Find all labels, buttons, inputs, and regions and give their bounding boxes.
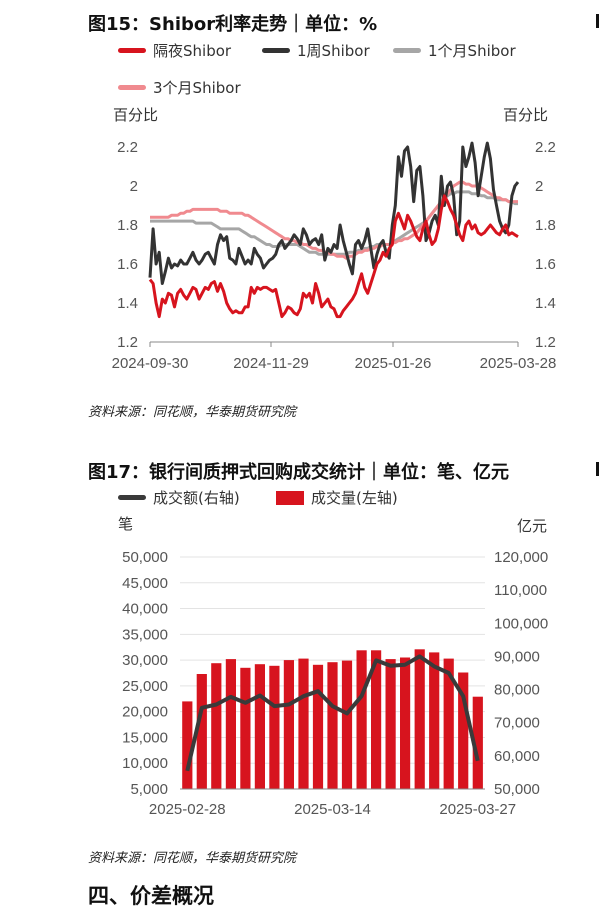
- volume-bar: [196, 674, 207, 789]
- chart2-source: 资料来源：同花顺，华泰期货研究院: [88, 851, 297, 866]
- legend-swatch: [118, 48, 146, 53]
- y-tick-label-right: 50,000: [494, 781, 540, 798]
- y-tick-label-left: 50,000: [122, 549, 168, 566]
- legend-label: 成交量(左轴): [311, 489, 398, 507]
- volume-bar: [429, 652, 440, 789]
- y-tick-label-right: 70,000: [494, 715, 540, 732]
- x-tick-label: 2025-01-26: [355, 355, 432, 372]
- volume-bar: [240, 667, 251, 789]
- y-tick-label-left: 10,000: [122, 755, 168, 772]
- x-tick-label: 2025-03-27: [439, 801, 516, 818]
- volume-bar: [414, 649, 425, 789]
- legend-item-1w: 1周Shibor: [262, 40, 370, 61]
- section-heading: 四、价差概况: [88, 884, 214, 908]
- volume-bar: [371, 650, 382, 789]
- legend-item-volume: 成交量(左轴): [276, 487, 398, 508]
- y-tick-label-right: 1.4: [535, 295, 556, 312]
- y-tick-label-right: 2: [535, 178, 543, 195]
- y-tick-label-right: 90,000: [494, 648, 540, 665]
- volume-bar: [298, 658, 309, 789]
- legend-label: 1周Shibor: [297, 42, 370, 60]
- series-line-3: [150, 180, 518, 260]
- volume-bar: [225, 659, 236, 789]
- y-tick-label-left: 45,000: [122, 575, 168, 592]
- y-tick-label-left: 2.2: [117, 139, 138, 156]
- legend-swatch: [118, 495, 146, 500]
- legend-label: 成交额(右轴): [153, 489, 240, 507]
- volume-bar: [182, 701, 193, 789]
- y-tick-label-left: 30,000: [122, 652, 168, 669]
- volume-bar: [458, 672, 469, 789]
- right-axis-unit: 百分比: [503, 106, 548, 124]
- volume-bar: [254, 664, 265, 789]
- legend-item-overnight: 隔夜Shibor: [118, 40, 231, 61]
- turnover-line: [185, 654, 480, 772]
- left-axis-unit: 笔: [118, 515, 133, 533]
- legend-swatch: [118, 85, 146, 90]
- left-axis-unit: 百分比: [113, 106, 158, 124]
- volume-bar: [356, 650, 367, 789]
- legend-swatch: [276, 490, 304, 505]
- volume-bar: [400, 657, 411, 789]
- y-tick-label-right: 1.2: [535, 334, 556, 351]
- x-tick-label: 2024-11-29: [233, 355, 309, 372]
- y-tick-label-left: 20,000: [122, 704, 168, 721]
- chart1-source: 资料来源：同花顺，华泰期货研究院: [88, 405, 297, 420]
- legend-label: 1个月Shibor: [428, 42, 516, 60]
- edge-mark: [596, 462, 599, 476]
- y-tick-label-right: 1.6: [535, 256, 556, 273]
- volume-bar: [211, 663, 222, 789]
- legend-swatch: [262, 48, 290, 53]
- legend-swatch: [393, 48, 421, 53]
- legend-item-turnover: 成交额(右轴): [118, 487, 240, 508]
- y-tick-label-right: 2.2: [535, 139, 556, 156]
- y-tick-label-right: 1.8: [535, 217, 556, 234]
- x-tick-label: 2025-03-28: [480, 355, 557, 372]
- y-tick-label-left: 1.8: [117, 217, 138, 234]
- y-tick-label-right: 80,000: [494, 682, 540, 699]
- y-tick-label-right: 100,000: [494, 615, 548, 632]
- x-tick-label: 2025-03-14: [294, 801, 371, 818]
- shibor-chart: 百分比 百分比 1.2 1.2 1.4 1.4 1.6 1.6 1.8 1.8 2 2 2.2 2.2 20…: [112, 106, 557, 372]
- volume-bar: [341, 660, 353, 789]
- volume-bar: [472, 696, 483, 789]
- y-tick-label-left: 5,000: [130, 781, 168, 798]
- volume-bar: [327, 662, 338, 789]
- y-tick-label-right: 110,000: [494, 582, 547, 599]
- chart2-title: 图17：银行间质押式回购成交统计｜单位：笔、亿元: [88, 462, 510, 483]
- y-tick-label-left: 2: [130, 178, 138, 195]
- volume-bar: [283, 660, 294, 789]
- y-tick-label-left: 25,000: [122, 678, 168, 695]
- volume-bar: [269, 665, 280, 789]
- volume-bar: [443, 658, 454, 789]
- y-tick-label-left: 40,000: [122, 601, 168, 618]
- legend-label: 3个月Shibor: [153, 79, 241, 97]
- legend-label: 隔夜Shibor: [153, 42, 232, 60]
- y-tick-label-left: 15,000: [122, 729, 168, 746]
- volume-bar: [312, 664, 324, 789]
- chart1-title: 图15：Shibor利率走势｜单位：%: [88, 14, 378, 35]
- y-tick-label-left: 1.6: [117, 256, 138, 273]
- series-line-0: [148, 194, 519, 319]
- volume-bar: [385, 659, 396, 789]
- y-tick-label-left: 35,000: [122, 626, 168, 643]
- legend-item-3m: 3个月Shibor: [118, 77, 241, 98]
- x-tick-label: 2024-09-30: [112, 355, 189, 372]
- x-tick-label: 2025-02-28: [149, 801, 226, 818]
- edge-mark: [596, 14, 599, 28]
- y-tick-label-left: 1.2: [117, 334, 138, 351]
- y-tick-label-right: 60,000: [494, 748, 540, 765]
- legend-item-1m: 1个月Shibor: [393, 40, 516, 61]
- y-tick-label-right: 120,000: [494, 549, 548, 566]
- series-line-1: [148, 141, 520, 285]
- y-tick-label-left: 1.4: [117, 295, 138, 312]
- right-axis-unit: 亿元: [517, 517, 547, 535]
